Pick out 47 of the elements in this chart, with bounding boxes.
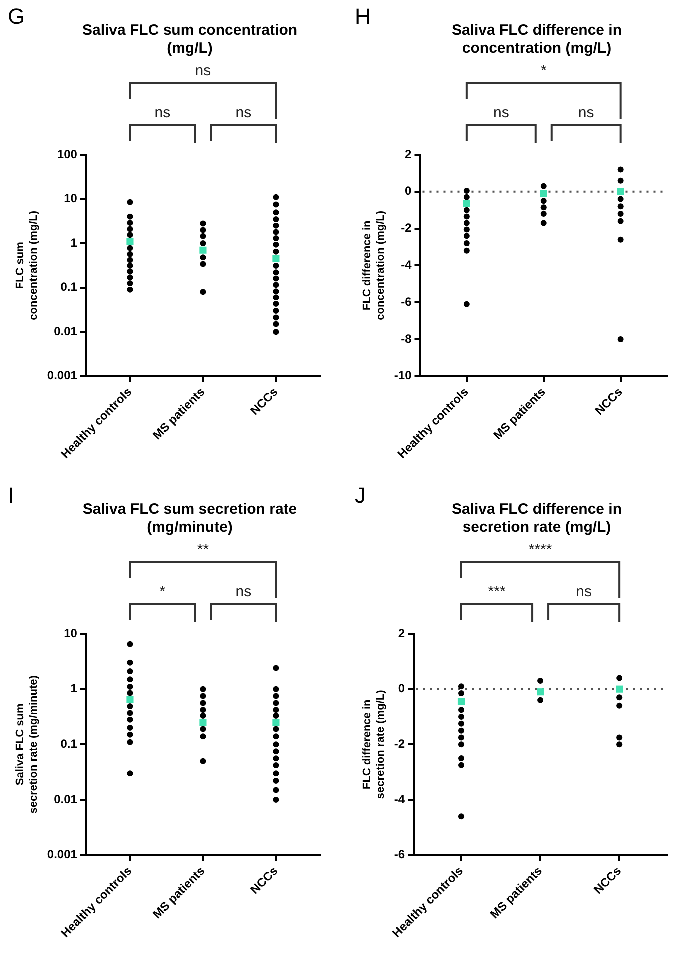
y-axis-title: Saliva FLC sum secretion rate (mg/minute): [14, 675, 40, 814]
chart-title: Saliva FLC sum concentration (mg/L): [81, 22, 299, 58]
text: ns: [578, 104, 594, 122]
y-tick-label: 0.001: [47, 368, 78, 383]
y-tick-label: -8: [401, 332, 412, 346]
text: J: [355, 483, 366, 509]
y-tick-label: 0.001: [47, 848, 78, 862]
y-axis-title: FLC difference in concentration (mg/L): [362, 210, 387, 320]
chart-title: Saliva FLC difference in secretion rate (mg/L): [450, 501, 624, 537]
text: *: [540, 62, 547, 80]
y-axis-title: FLC sum concentration (mg/L): [14, 210, 40, 320]
text: G: [8, 4, 26, 30]
text: I: [8, 483, 14, 509]
y-tick-label: 2: [398, 626, 406, 640]
text: ****: [528, 542, 552, 559]
y-tick-label: -2: [394, 736, 406, 751]
y-tick-label: -4: [401, 258, 412, 272]
y-tick-label: 2: [405, 147, 412, 162]
text: ns: [236, 584, 252, 601]
text: ns: [154, 104, 171, 122]
text: **: [197, 542, 210, 559]
y-tick-label: 10: [64, 192, 78, 206]
y-tick-label: -6: [394, 848, 406, 862]
y-tick-label: -2: [401, 221, 412, 236]
y-tick-label: -6: [401, 294, 412, 309]
chart-title: Saliva FLC difference in concentration (mg/L): [450, 22, 624, 58]
text: ns: [195, 62, 212, 80]
text: H: [355, 4, 371, 30]
text: ns: [576, 584, 592, 601]
chart-title: Saliva FLC sum secretion rate (mg/minute): [82, 501, 298, 537]
text: ns: [236, 104, 252, 122]
y-tick-label: 10: [64, 626, 78, 640]
y-tick-label: 1: [70, 682, 78, 696]
text: *: [160, 584, 166, 601]
y-tick-label: 100: [57, 147, 78, 162]
text: ***: [488, 584, 506, 601]
y-tick-label: -4: [394, 792, 406, 806]
y-tick-label: 0: [398, 682, 406, 696]
y-tick-label: 0.01: [54, 324, 78, 338]
text: ns: [493, 104, 510, 122]
y-tick-label: 0.1: [60, 280, 78, 294]
y-tick-label: 1: [70, 236, 78, 250]
y-tick-label: 0: [405, 184, 412, 198]
y-axis-title: FLC difference in secretion rate (mg/L): [362, 690, 387, 800]
y-tick-label: -10: [394, 368, 412, 383]
y-tick-label: 0.01: [54, 792, 78, 806]
y-tick-label: 0.1: [60, 736, 78, 751]
